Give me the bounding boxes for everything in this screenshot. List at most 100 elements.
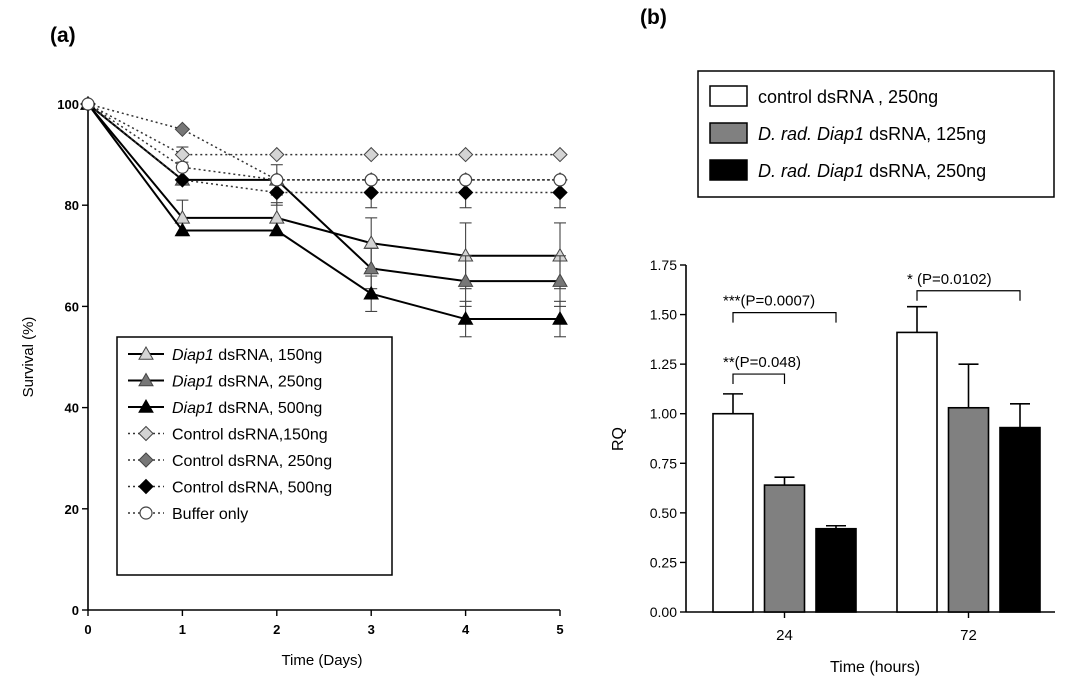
panel-b-y-tick-label: 0.75 [650, 455, 677, 471]
panel-a-data-point [174, 172, 191, 188]
panel-a-series [80, 95, 568, 338]
panel-a-legend-marker [138, 478, 154, 495]
panel-b-legend-swatch [709, 159, 748, 181]
panel-b-bar [999, 426, 1041, 613]
panel-b-bar [763, 484, 806, 613]
panel-b-legend-label: D. rad. Diap1 dsRNA, 250ng [758, 161, 986, 181]
panel-a-legend-text: Control dsRNA, 500ng [172, 480, 332, 497]
panel-a-series-line [87, 103, 560, 283]
panel-a-data-point [268, 222, 285, 237]
panel-a-legend-marker [138, 398, 154, 413]
panel-b-significance-bracket [916, 290, 1021, 301]
panel-b-legend-text: D. rad. Diap1 [758, 161, 864, 181]
panel-a-x-tick-label: 5 [556, 622, 563, 637]
panel-b-bar [947, 406, 990, 613]
panel-a-data-point [457, 146, 474, 163]
panel-a-legend-text: Control dsRNA, 250ng [172, 453, 332, 470]
panel-a-legend-marker [138, 345, 154, 360]
panel-a-legend-text: dsRNA, 150ng [214, 347, 323, 364]
panel-a-data-point [553, 173, 567, 187]
panel-b-legend-text: dsRNA, 250ng [864, 161, 986, 181]
panel-a-legend-marker [138, 372, 154, 387]
panel-b-legend-label: control dsRNA , 250ng [758, 87, 938, 107]
panel-b-legend-swatch [709, 85, 748, 107]
panel-a-data-point [457, 311, 474, 325]
panel-a-legend-label: Control dsRNA, 250ng [172, 453, 332, 470]
panel-a-legend-text: Buffer only [172, 506, 248, 523]
panel-b-y-tick-label: 1.00 [650, 406, 677, 422]
panel-a-data-point [174, 121, 191, 138]
panel-a-y-tick-label: 60 [65, 299, 79, 314]
panel-a-legend-text: dsRNA, 250ng [214, 374, 323, 391]
panel-a-label: (a) [50, 24, 76, 47]
panel-a-data-point [174, 146, 191, 163]
panel-a-x-tick-label: 0 [84, 622, 91, 637]
panel-a-legend-box [116, 336, 393, 576]
panel-b-y-tick-label: 0.00 [650, 604, 677, 620]
panel-a-data-point [363, 146, 379, 163]
panel-a-x-tick-label: 4 [462, 622, 470, 637]
panel-a-data-point [552, 273, 568, 287]
panel-a-y-tick-label: 100 [57, 97, 79, 112]
panel-a-legend-label: Buffer only [172, 506, 248, 523]
panel-b-y-tick-label: 1.75 [650, 257, 677, 273]
panel-b-significance-label: ***(P=0.0007) [723, 293, 815, 310]
panel-a-x-axis-label: Time (Days) [281, 652, 362, 669]
panel-a-y-tick-label: 0 [72, 603, 79, 618]
panel-a-data-point [552, 146, 568, 163]
panel-b-significance-label: **(P=0.048) [723, 354, 801, 371]
panel-a-data-point [552, 184, 568, 201]
panel-a-series-line [87, 103, 560, 181]
panel-a-series [80, 96, 568, 163]
panel-a-y-tick-label: 20 [65, 502, 79, 517]
panel-a-series-line [87, 103, 560, 257]
panel-a-y-axis-label: Survival (%) [20, 317, 37, 398]
panel-a-series [80, 95, 568, 307]
panel-a-legend-label: Diap1 dsRNA, 500ng [172, 400, 322, 417]
panel-b-legend-text: D. rad. Diap1 [758, 124, 864, 144]
panel-b-y-tick-label: 0.50 [650, 505, 677, 521]
panel-a-legend-marker [138, 425, 154, 442]
panel-b-y-tick-label: 0.25 [650, 554, 677, 570]
panel-a-data-point [174, 222, 191, 237]
panel-b-bar [896, 331, 938, 613]
panel-a-series [80, 96, 568, 188]
panel-b-bar [815, 527, 857, 613]
survival-chart: (a) 0 20 40 60 80 100 0 1 2 3 4 5 Survival (%) Tim… [20, 24, 568, 669]
panel-a-legend-text: dsRNA, 500ng [214, 400, 323, 417]
panel-a-data-point [270, 173, 284, 187]
rq-chart: (b) control dsRNA , 250ng D. rad. Diap1 d… [610, 6, 1055, 676]
panel-a-legend-italic: Diap1 [172, 347, 214, 364]
panel-a-data-point [175, 160, 189, 174]
panel-a-series-line [87, 103, 560, 194]
panel-b-legend-text: control dsRNA , 250ng [758, 87, 938, 107]
panel-b-significance-bracket [732, 373, 786, 385]
panel-b-x-axis-label: Time (hours) [830, 659, 920, 676]
panel-a-legend-text: Control dsRNA,150ng [172, 427, 328, 444]
panel-a-data-point [552, 311, 568, 325]
panel-a-legend-label: Diap1 dsRNA, 150ng [172, 347, 322, 364]
panel-b-legend-text: dsRNA, 125ng [864, 124, 986, 144]
panel-b-y-axis-label: RQ [610, 427, 627, 451]
panel-a-x-tick-label: 2 [273, 622, 280, 637]
panel-b-significance-label: * (P=0.0102) [907, 271, 992, 288]
panel-a-series-line [87, 103, 560, 181]
panel-a-series [81, 97, 567, 187]
panel-a-legend-marker [139, 506, 153, 520]
panel-a-data-point [459, 173, 473, 187]
panel-b-legend: control dsRNA , 250ng D. rad. Diap1 dsRNA… [697, 70, 1055, 198]
panel-b-label: (b) [640, 6, 667, 29]
panel-a-x-tick-label: 1 [179, 622, 186, 637]
panel-a-x-tick-label: 3 [368, 622, 375, 637]
panel-b-legend-box [697, 70, 1055, 198]
panel-b-y-tick-label: 1.25 [650, 356, 677, 372]
panel-a-data-point [364, 173, 378, 187]
panel-a-legend-label: Control dsRNA, 500ng [172, 480, 332, 497]
panel-b-y-tick-label: 1.50 [650, 307, 677, 323]
panel-a-legend-italic: Diap1 [172, 400, 214, 417]
panel-a-data-point [269, 184, 285, 201]
panel-a-data-point [363, 260, 380, 275]
panel-a-y-tick-label: 40 [65, 401, 79, 416]
